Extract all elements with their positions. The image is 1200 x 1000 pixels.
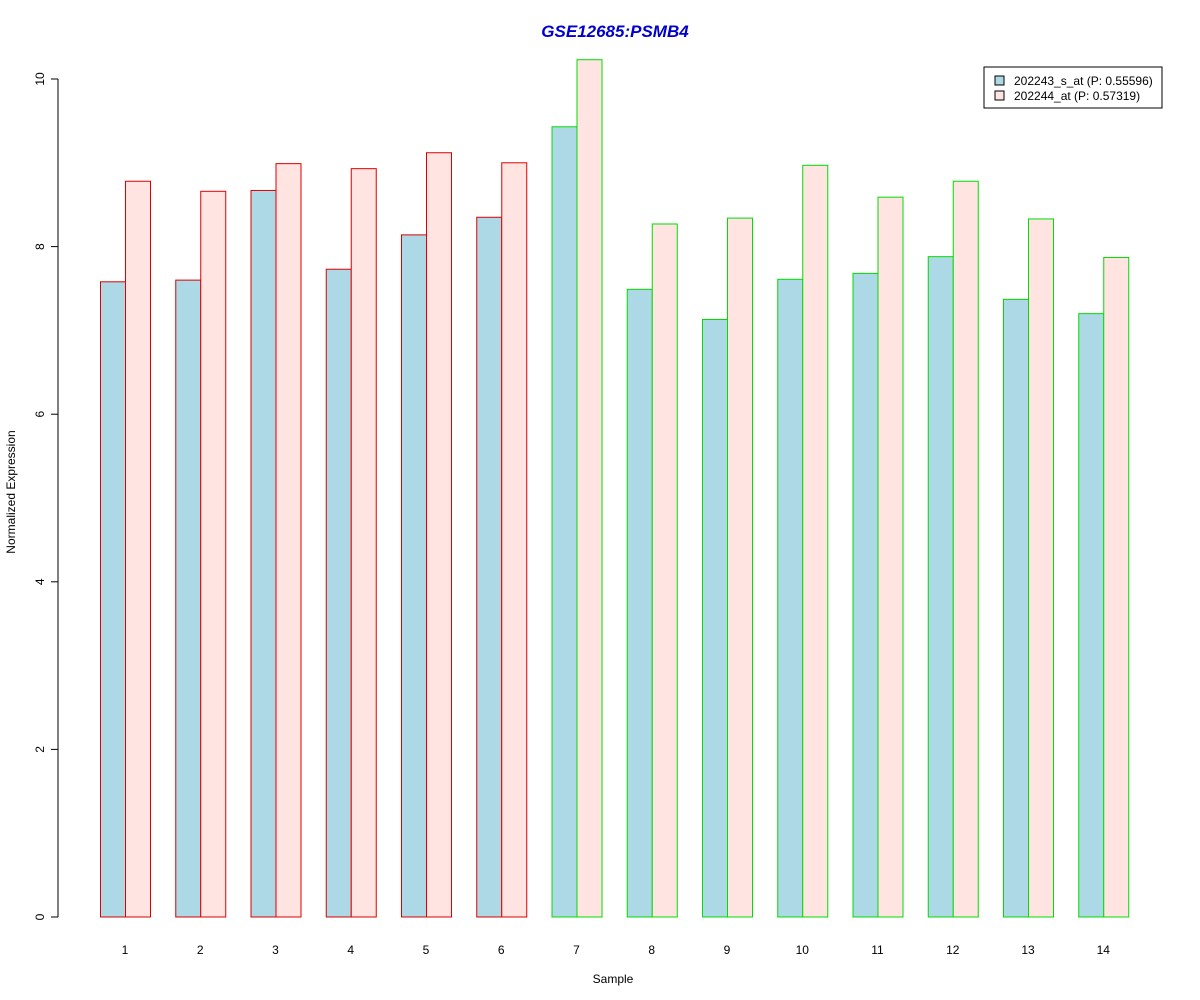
y-tick-label: 10: [33, 72, 47, 86]
x-tick-label: 1: [122, 943, 129, 957]
legend-label: 202243_s_at (P: 0.55596): [1014, 74, 1153, 88]
bar-sample-11-series-1: [852, 272, 879, 918]
legend-label: 202244_at (P: 0.57319): [1014, 89, 1140, 103]
bar-sample-3-series-1: [250, 189, 277, 918]
bar-sample-10-series-1: [777, 278, 804, 918]
bar-sample-7-series-1: [551, 126, 578, 918]
x-tick-label: 13: [1021, 943, 1035, 957]
x-tick-label: 8: [648, 943, 655, 957]
bar-sample-5-series-1: [401, 234, 427, 918]
bar-sample-7-series-2: [576, 59, 603, 918]
x-tick-label: 5: [423, 943, 430, 957]
bar-sample-4-series-1: [325, 268, 352, 918]
bars-group: [100, 59, 1130, 918]
y-axis-label: Normalized Expression: [4, 430, 18, 553]
bar-sample-3-series-2: [275, 163, 302, 918]
x-tick-label: 9: [724, 943, 731, 957]
bar-sample-13-series-1: [1003, 298, 1029, 918]
bar-sample-6-series-1: [476, 216, 503, 918]
bar-sample-10-series-2: [802, 164, 829, 918]
bar-sample-2-series-1: [175, 279, 202, 918]
bar-sample-8-series-2: [651, 223, 678, 918]
bar-sample-9-series-2: [727, 217, 753, 918]
bar-sample-5-series-2: [426, 152, 452, 918]
y-tick-label: 0: [33, 913, 47, 920]
legend-swatch: [994, 75, 1005, 86]
x-tick-label: 4: [347, 943, 354, 957]
bar-sample-12-series-1: [927, 256, 954, 918]
bar-sample-14-series-1: [1078, 313, 1105, 918]
bar-sample-2-series-2: [200, 190, 227, 918]
y-tick-label: 6: [33, 411, 47, 418]
bar-sample-1-series-1: [100, 281, 126, 918]
x-tick-label: 3: [272, 943, 279, 957]
bar-sample-11-series-2: [877, 196, 904, 918]
y-tick-label: 8: [33, 243, 47, 250]
bar-sample-6-series-2: [501, 162, 528, 918]
bar-sample-4-series-2: [350, 168, 377, 918]
y-tick-label: 4: [33, 578, 47, 585]
y-tick-label: 2: [33, 746, 47, 753]
x-tick-label: 14: [1097, 943, 1111, 957]
y-axis: 0 2 4 6 8 10: [33, 72, 59, 920]
x-tick-label: 2: [197, 943, 204, 957]
bar-sample-1-series-2: [125, 180, 151, 918]
x-tick-label: 6: [498, 943, 505, 957]
legend: 202243_s_at (P: 0.55596)202244_at (P: 0.…: [983, 66, 1163, 109]
x-tick-label: 10: [796, 943, 810, 957]
x-tick-label: 7: [573, 943, 580, 957]
x-tick-label: 11: [871, 943, 884, 957]
legend-box: [983, 66, 1163, 109]
bar-sample-14-series-2: [1103, 256, 1130, 918]
x-axis-tick-labels: 1 2 3 4 5 6 7 8 9 10 11 12 13 14: [122, 943, 1111, 957]
legend-swatch: [994, 90, 1005, 101]
bar-sample-9-series-1: [702, 319, 728, 918]
x-tick-label: 12: [946, 943, 960, 957]
bar-sample-12-series-2: [952, 180, 979, 918]
bar-sample-8-series-1: [626, 288, 653, 918]
bar-sample-13-series-2: [1028, 218, 1054, 918]
chart-title: GSE12685:PSMB4: [541, 22, 689, 41]
x-axis-label: Sample: [593, 972, 634, 986]
